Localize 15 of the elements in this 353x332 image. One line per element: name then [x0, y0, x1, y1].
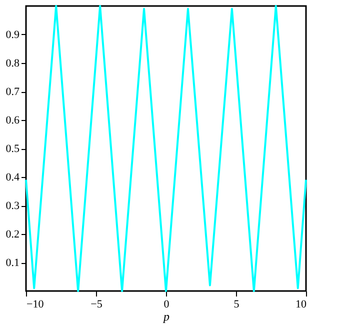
x-tick-label: −10: [26, 298, 44, 310]
x-tick-label: 0: [164, 298, 170, 310]
x-axis-title: p: [162, 310, 170, 324]
x-tick-label: −5: [90, 298, 103, 310]
y-tick-label: 0.6: [6, 114, 20, 126]
x-tick-label: 5: [234, 298, 240, 310]
x-tick-label: 10: [296, 298, 307, 310]
y-tick-label: 0.8: [6, 58, 20, 70]
y-tick-label: 0.7: [6, 86, 20, 98]
y-tick-label: 0.9: [6, 29, 20, 41]
y-tick-label: 0.5: [6, 143, 20, 155]
y-tick-label: 0.1: [6, 257, 20, 269]
y-tick-label: 0.2: [6, 228, 20, 240]
y-tick-label: 0.3: [6, 200, 20, 212]
y-tick-label: 0.4: [6, 172, 20, 184]
